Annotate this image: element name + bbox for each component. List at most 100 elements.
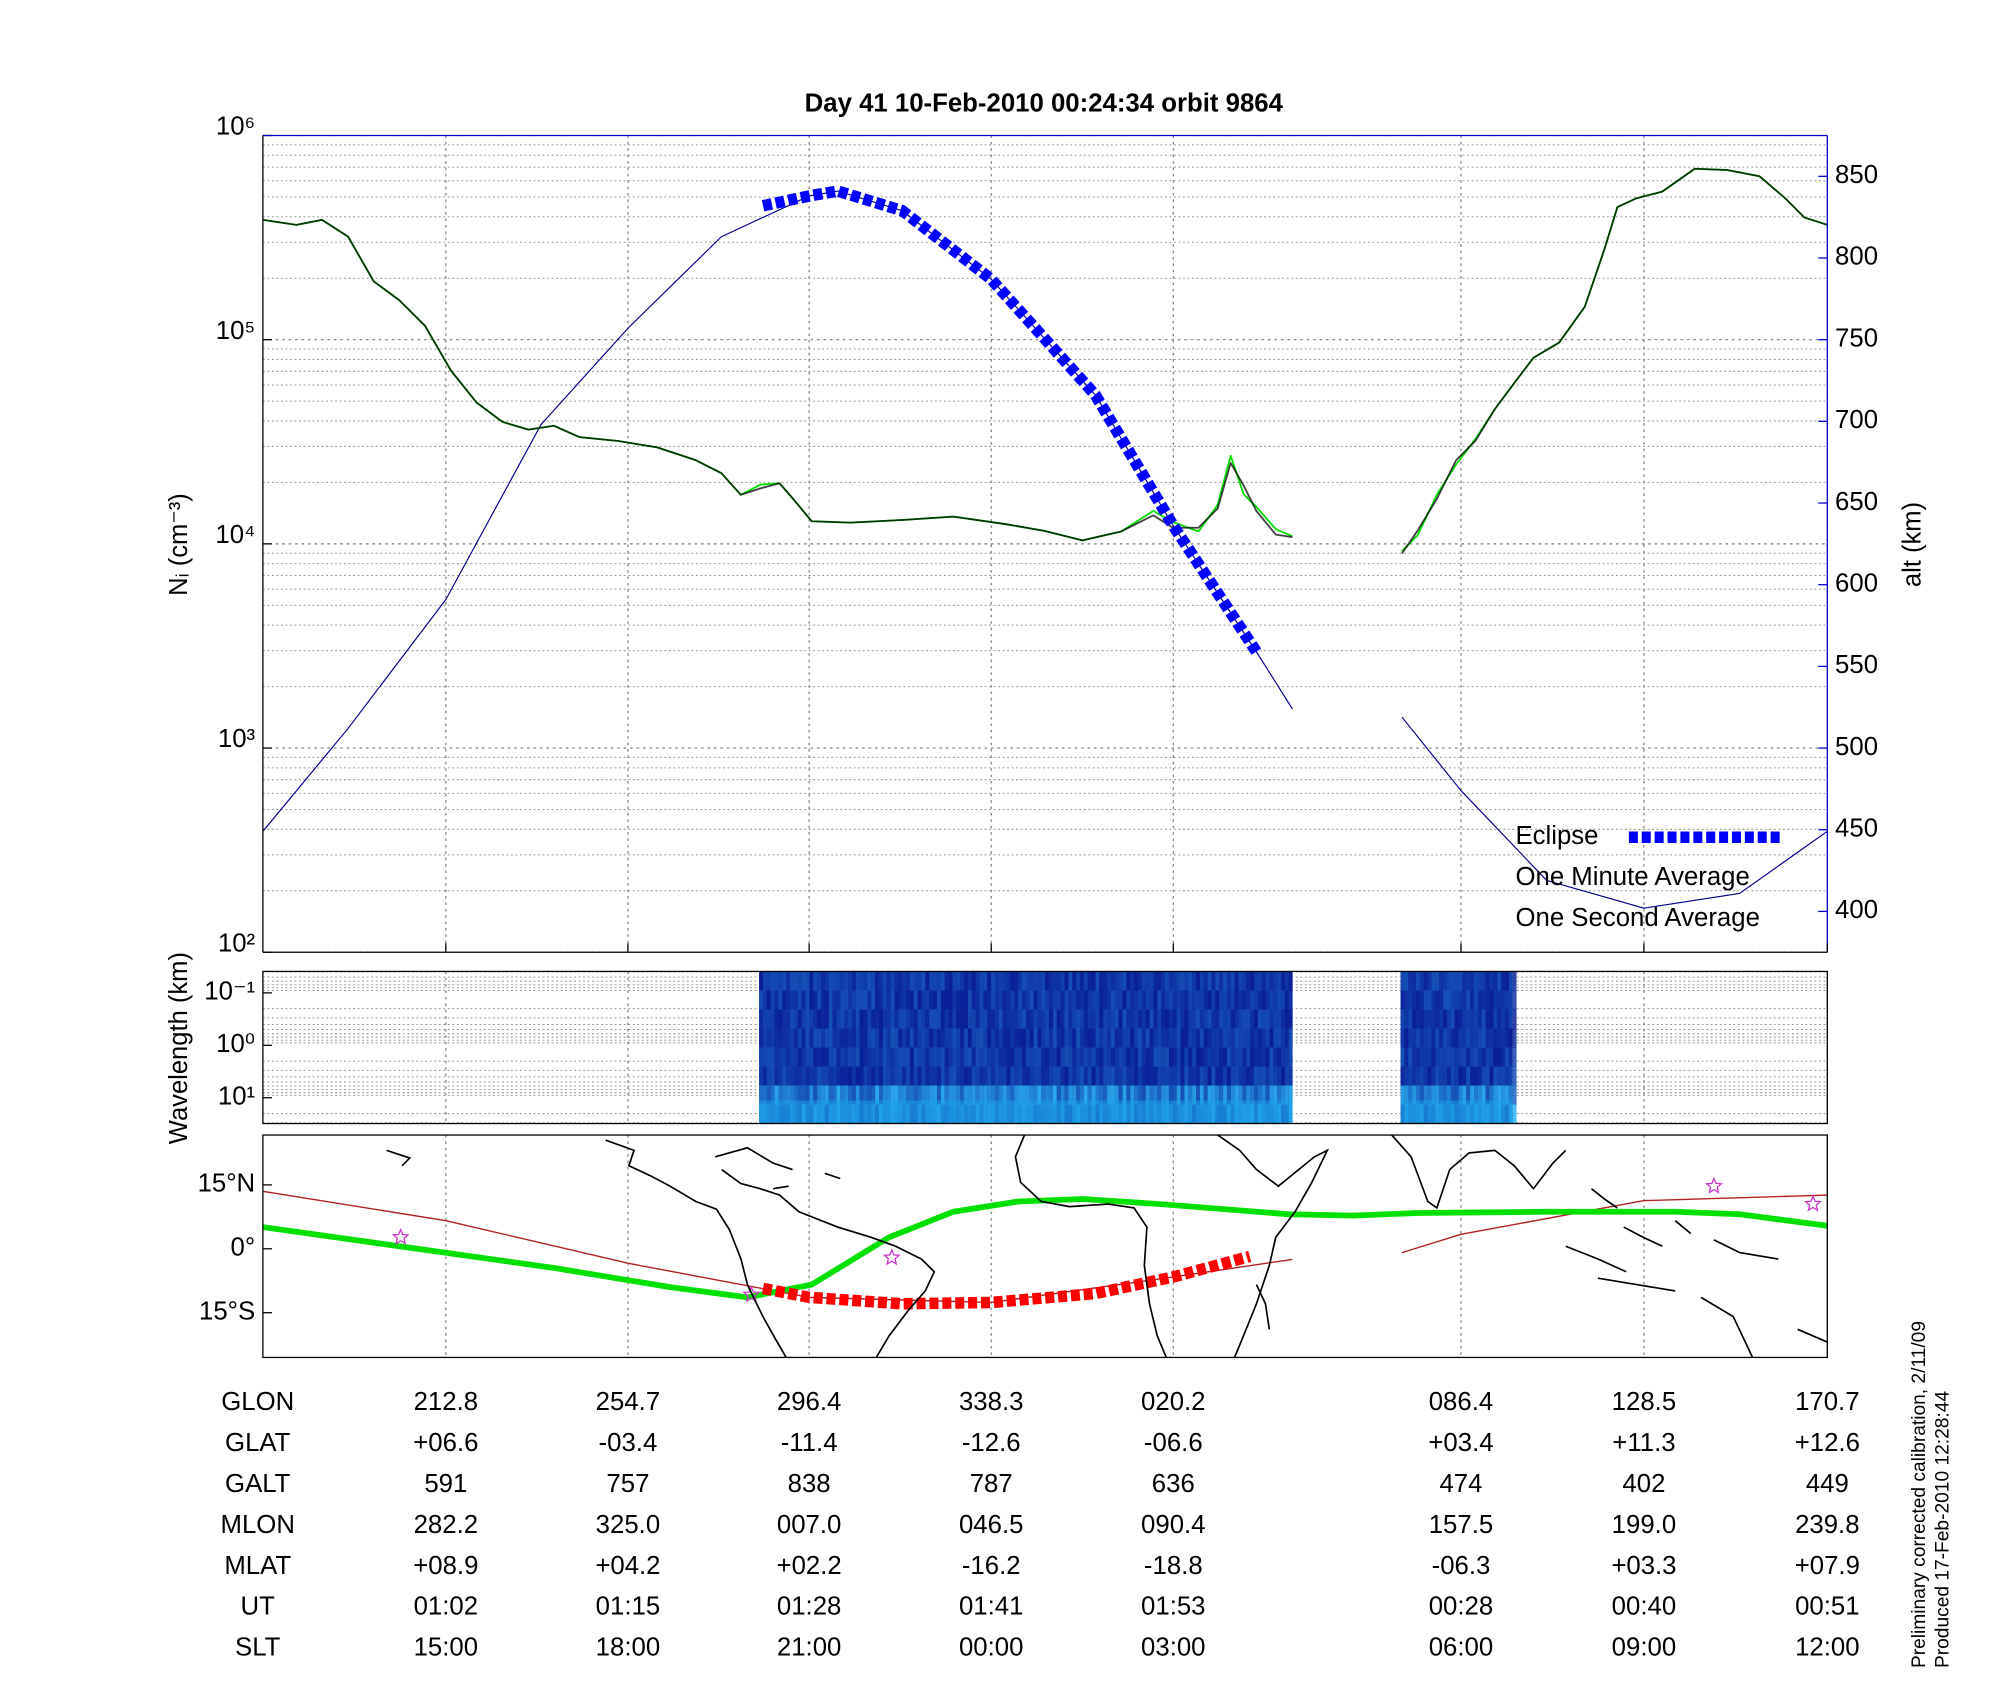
spectrogram-cell xyxy=(1196,1009,1200,1030)
spectrogram-cell xyxy=(921,1066,926,1087)
spectrogram-floor xyxy=(759,1100,1293,1124)
spectrogram-cell xyxy=(1211,1085,1216,1106)
coastlines xyxy=(386,1135,1828,1358)
spectrogram-cell xyxy=(879,1009,883,1030)
spectrogram-cell xyxy=(1072,1085,1077,1106)
spectrogram-cell xyxy=(1157,990,1162,1011)
row-label: GALT xyxy=(225,1470,291,1498)
spectrogram-cell xyxy=(1462,990,1467,1011)
spectrogram-cell xyxy=(855,1009,860,1030)
spectrogram-cell xyxy=(809,1047,814,1068)
spectrogram-cell xyxy=(1149,1066,1154,1087)
spectrogram-cell xyxy=(1408,1028,1413,1049)
spectrogram-cell xyxy=(917,971,922,992)
spectrogram-cell xyxy=(983,1066,988,1087)
spectrogram-cell xyxy=(1022,1009,1026,1030)
spectrogram-cell xyxy=(1419,1028,1424,1049)
spectrogram-cell xyxy=(844,1066,849,1087)
spectrogram-cell xyxy=(1002,1085,1007,1106)
spectrogram-cell xyxy=(1130,1085,1135,1106)
spectrogram-cell xyxy=(1265,1085,1270,1106)
spectrogram-cell xyxy=(871,1047,876,1068)
spectrogram-cell xyxy=(1037,1085,1042,1106)
spectrogram-cell xyxy=(1010,1066,1015,1087)
spectrogram-cell xyxy=(1238,1028,1243,1049)
spectrogram-cell xyxy=(964,990,968,1011)
spectrogram-cell xyxy=(1141,1066,1146,1087)
spectrogram-cell xyxy=(890,990,895,1011)
spectrogram-cell xyxy=(1211,971,1216,992)
spectrogram-cell xyxy=(855,990,860,1011)
spectrogram-cell xyxy=(1165,990,1169,1011)
spectrogram-cell xyxy=(1165,1028,1169,1049)
spectrogram-cell xyxy=(821,1085,825,1106)
spectrogram-cell xyxy=(1045,1085,1050,1106)
spectrogram-cell xyxy=(1014,1009,1019,1030)
spectrogram-cell xyxy=(964,1009,968,1030)
spectrogram-cell xyxy=(1226,1047,1231,1068)
spectrogram-cell xyxy=(936,990,941,1011)
spectrogram-cell xyxy=(1080,971,1084,992)
spectrogram-cell xyxy=(1118,1085,1123,1106)
spectrogram-cell xyxy=(871,1009,876,1030)
spectrogram-cell xyxy=(871,1085,876,1106)
spectrogram-cell xyxy=(1446,1047,1451,1068)
spectrogram-cell xyxy=(921,1028,926,1049)
table-cell: +06.6 xyxy=(413,1429,478,1457)
spectrogram-cell xyxy=(1087,1085,1092,1106)
spectrogram-cell xyxy=(1215,1028,1220,1049)
spectrogram-cell xyxy=(964,1085,968,1106)
spectrogram-cell xyxy=(1203,1066,1208,1087)
spectrogram-cell xyxy=(1466,1028,1471,1049)
spectrogram-cell xyxy=(836,1085,841,1106)
spectrogram-cell xyxy=(859,990,864,1011)
spectrogram-cell xyxy=(1060,1066,1065,1087)
spectrogram-cell xyxy=(1489,990,1494,1011)
spectrogram-cell xyxy=(998,1066,1003,1087)
marker-star xyxy=(742,1285,761,1303)
spectrogram-cell xyxy=(1184,1066,1189,1087)
panel-frame xyxy=(262,970,1828,1125)
spectrogram-cell xyxy=(1176,971,1181,992)
spectrogram-cell xyxy=(987,1009,992,1030)
spectrogram-cell xyxy=(1172,1047,1177,1068)
spectrogram-cell xyxy=(890,1028,895,1049)
spectrogram-cell xyxy=(1450,1066,1455,1087)
spectrogram-cell xyxy=(925,1066,930,1087)
spectrogram-cell xyxy=(913,1066,918,1087)
spectrogram-cell xyxy=(1168,1047,1173,1068)
y2-tick-label: 700 xyxy=(1835,406,1878,434)
spectrogram-cell xyxy=(1250,971,1255,992)
spectrogram-cell xyxy=(1458,971,1463,992)
table-cell: 199.0 xyxy=(1612,1511,1676,1539)
spectrogram-cell xyxy=(1107,1047,1111,1068)
spectrogram-cell xyxy=(933,971,937,992)
table-cell: 449 xyxy=(1806,1470,1849,1498)
spectrogram-cell xyxy=(1512,1009,1517,1030)
spectrogram-cell xyxy=(863,1085,868,1106)
spectrogram-cell xyxy=(1443,1047,1447,1068)
spectrogram-cell xyxy=(1014,990,1019,1011)
spectrogram-cell xyxy=(917,990,922,1011)
spectrogram-cell xyxy=(1501,1085,1505,1106)
spectrogram-cell xyxy=(886,1066,891,1087)
spectrogram-cell xyxy=(1408,1047,1413,1068)
spectrogram-cell xyxy=(1508,1047,1513,1068)
spectrogram-cell xyxy=(840,1028,845,1049)
spectrogram-cell xyxy=(1138,971,1142,992)
spectrogram-cell xyxy=(1002,1047,1007,1068)
spectrogram-cell xyxy=(906,1028,910,1049)
spectrogram-cell xyxy=(1261,1028,1266,1049)
spectrogram-cell xyxy=(1199,1047,1204,1068)
spectrogram-cell xyxy=(879,1085,883,1106)
spectrogram-cell xyxy=(1037,1009,1042,1030)
spectrogram-cell xyxy=(770,1085,775,1106)
spectrogram-cell xyxy=(952,1009,957,1030)
spectrogram-cell xyxy=(1230,1047,1235,1068)
spectrogram-cell xyxy=(956,1047,961,1068)
spectrogram-cell xyxy=(1118,990,1123,1011)
spectrogram-cell xyxy=(906,1085,910,1106)
spectrogram-cell xyxy=(1114,990,1119,1011)
spectrogram-cell xyxy=(759,971,764,992)
spectrogram-cell xyxy=(1045,1028,1050,1049)
